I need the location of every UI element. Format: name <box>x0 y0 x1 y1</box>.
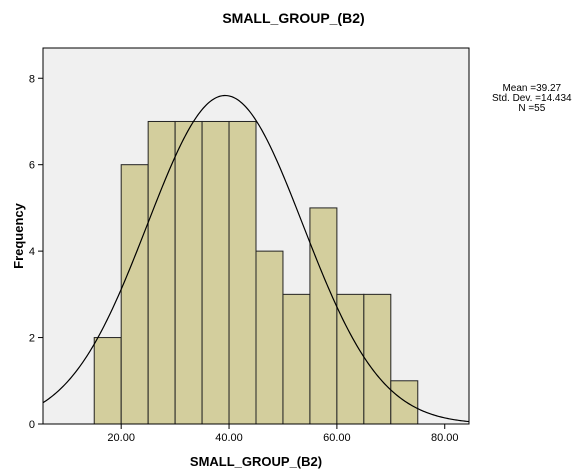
x-tick-label: 40.00 <box>215 432 243 444</box>
y-tick-label: 6 <box>29 160 35 172</box>
histogram-bar-20-25 <box>120 164 149 425</box>
y-tick-label: 4 <box>29 246 35 258</box>
histogram-bar-50-55 <box>282 293 311 425</box>
y-tick-label: 8 <box>29 73 35 85</box>
histogram-bar-70-75 <box>390 380 419 425</box>
y-tick-label: 0 <box>29 419 35 431</box>
histogram-bar-35-40 <box>201 120 230 425</box>
histogram-bar-60-65 <box>336 293 365 425</box>
x-tick-label: 60.00 <box>323 432 351 444</box>
histogram-bar-15-20 <box>93 337 122 425</box>
x-tick-label: 20.00 <box>107 432 135 444</box>
stats-box: Mean =39.27 Std. Dev. =14.434 N =55 <box>492 84 572 114</box>
stats-std-dev: Std. Dev. =14.434 <box>492 93 572 104</box>
chart-title: SMALL_GROUP_(B2) <box>222 10 365 26</box>
histogram-bar-55-60 <box>309 207 338 425</box>
plot-frame <box>42 47 470 425</box>
histogram-bar-30-35 <box>174 120 203 425</box>
x-tick-label: 80.00 <box>431 432 459 444</box>
x-axis-label: SMALL_GROUP_(B2) <box>190 454 322 469</box>
normal-curve <box>42 94 470 423</box>
histogram-bar-40-45 <box>228 120 257 425</box>
stats-mean: Mean =39.27 <box>502 83 562 94</box>
y-axis-label: Frequency <box>11 202 26 269</box>
stats-n: N =55 <box>518 103 546 114</box>
histogram-bar-65-70 <box>363 293 392 425</box>
y-tick-label: 2 <box>29 333 35 345</box>
histogram-bar-45-50 <box>255 250 284 425</box>
